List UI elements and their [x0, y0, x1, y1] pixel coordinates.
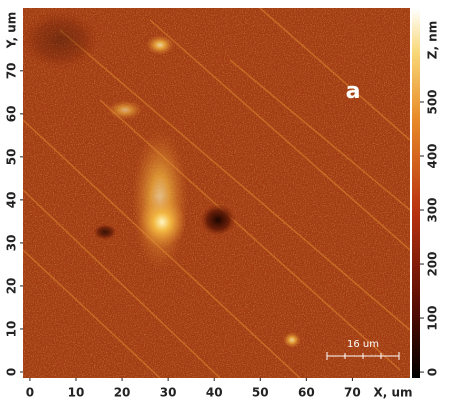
afm-image: 16 um a — [20, 8, 410, 378]
y-tick-label: 60 — [5, 105, 19, 122]
colorbar — [412, 8, 420, 378]
y-axis-label: Y, um — [5, 12, 19, 50]
colorbar-tick-label: 100 — [426, 306, 440, 331]
y-tick-label: 20 — [5, 278, 19, 295]
scale-bar-label: 16 um — [347, 339, 379, 350]
x-tick-label: 10 — [68, 386, 85, 400]
x-tick-label: 60 — [298, 386, 315, 400]
y-tick-label: 50 — [5, 149, 19, 166]
colorbar-tick-label: 200 — [426, 251, 440, 276]
y-tick-label: 30 — [5, 235, 19, 252]
x-tick-label: 20 — [114, 386, 131, 400]
colorbar-label: Z, nm — [426, 21, 440, 59]
x-tick-label: 50 — [252, 386, 269, 400]
colorbar-tick-label: 400 — [426, 143, 440, 168]
x-tick-label: 0 — [26, 386, 34, 400]
y-tick-label: 10 — [5, 321, 19, 338]
y-tick-label: 0 — [5, 368, 19, 376]
y-tick-label: 70 — [5, 62, 19, 79]
colorbar-tick-label: 0 — [426, 368, 440, 376]
colorbar-tick-label: 300 — [426, 197, 440, 222]
afm-figure: 16 um a 0 10 20 30 40 50 60 70 X, um 0 10 20 30 40 50 6… — [0, 0, 449, 407]
panel-label: a — [346, 79, 361, 104]
colorbar-tick-label: 500 — [426, 89, 440, 114]
x-axis-label: X, um — [373, 386, 412, 400]
x-tick-label: 30 — [160, 386, 177, 400]
y-tick-label: 40 — [5, 192, 19, 209]
x-tick-label: 70 — [344, 386, 361, 400]
x-tick-label: 40 — [206, 386, 223, 400]
